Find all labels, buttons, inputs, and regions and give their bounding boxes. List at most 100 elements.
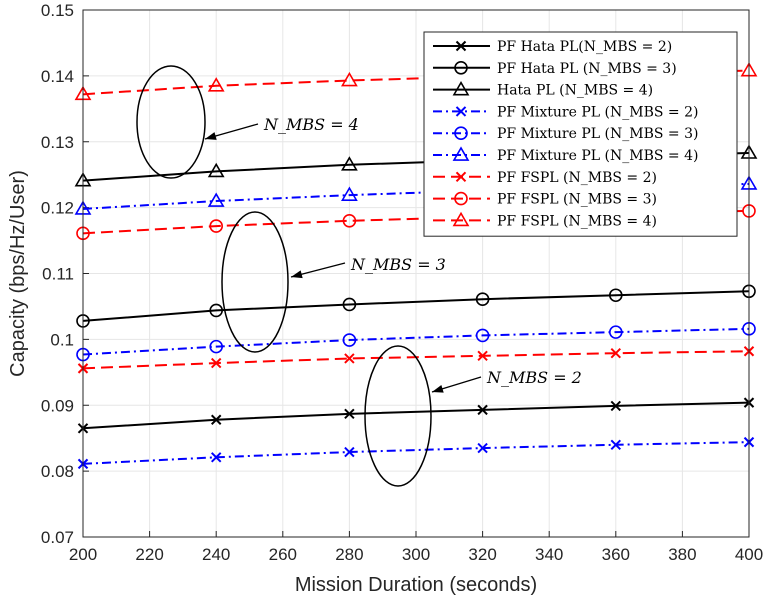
y-tick-label: 0.14 (41, 67, 74, 86)
x-tick-labels: 200 220 240 260 280 300 320 340 360 380 400 (69, 545, 763, 564)
data-point-s1-4 (477, 404, 488, 416)
data-point-s1-5 (610, 400, 622, 412)
data-point-s4-4 (477, 442, 488, 454)
annotation-1: N_MBS = 4 (136, 65, 359, 179)
y-tick-label: 0.09 (41, 396, 74, 415)
annotation-ellipse (221, 211, 289, 353)
data-point-s5-5 (608, 325, 623, 339)
data-point-s6-3 (341, 186, 358, 201)
legend-label: PF Mixture PL (N_MBS = 2) (497, 104, 698, 120)
y-tick-label: 0.15 (41, 1, 74, 20)
legend-marker (452, 81, 470, 96)
legend-entry-7: PF FSPL (N_MBS = 2) (433, 170, 657, 186)
y-tick-label: 0.07 (41, 528, 74, 547)
legend-label: PF Hata PL (N_MBS = 3) (497, 61, 677, 77)
legend-label: PF Hata PL(N_MBS = 2) (497, 39, 672, 55)
annotation-label: N_MBS = 3 (350, 255, 446, 274)
legend-label: PF Mixture PL (N_MBS = 3) (497, 126, 698, 142)
legend-marker (455, 171, 467, 183)
series-line-2 (82, 290, 750, 322)
x-tick-label: 300 (402, 545, 430, 564)
data-point-s4-5 (610, 439, 622, 450)
y-tick-label: 0.11 (42, 265, 74, 284)
data-point-s9-3 (341, 71, 358, 87)
x-tick-label: 400 (735, 545, 763, 564)
x-tick-label: 280 (335, 545, 363, 564)
annotation-label: N_MBS = 4 (263, 115, 359, 134)
y-tick-labels: 0.07 0.08 0.09 0.1 0.11 0.12 0.13 0.14 0.15 (41, 1, 74, 547)
data-point-s2-3 (342, 297, 357, 312)
x-tick-label: 200 (69, 545, 97, 564)
legend: PF Hata PL(N_MBS = 2) PF Hata PL (N_MBS =… (423, 31, 738, 237)
data-point-s7-5 (610, 348, 622, 359)
series-line-4 (82, 441, 750, 465)
annotation-label: N_MBS = 2 (486, 368, 582, 387)
data-point-s4-3 (344, 446, 355, 458)
y-tick-label: 0.13 (41, 133, 74, 152)
x-tick-label: 320 (468, 545, 496, 564)
legend-label: PF Mixture PL (N_MBS = 4) (497, 148, 698, 164)
annotations: N_MBS = 4 N_MBS = 3 N_MBS = 2 (136, 65, 582, 487)
arrow-head (205, 132, 217, 140)
legend-entry-3: Hata PL (N_MBS = 4) (433, 81, 653, 99)
data-point-s5-3 (342, 333, 357, 347)
y-axis-label: Capacity (bps/Hz/User) (7, 170, 29, 377)
data-point-s5-4 (475, 328, 490, 343)
annotation-ellipse (136, 65, 206, 179)
data-point-s1-3 (344, 408, 355, 420)
arrow-head (432, 384, 444, 393)
data-point-s4-2 (210, 452, 222, 463)
y-tick-label: 0.12 (41, 199, 74, 218)
x-tick-label: 220 (135, 545, 163, 564)
annotation-ellipse (364, 345, 432, 487)
legend-entry-9: PF FSPL (N_MBS = 4) (433, 211, 657, 229)
data-point-s9-2 (207, 77, 225, 92)
legend-marker (452, 211, 470, 227)
legend-label: PF FSPL (N_MBS = 4) (497, 213, 657, 229)
series-line-9 (82, 69, 750, 96)
x-tick-label: 360 (602, 545, 630, 564)
data-point-s6-2 (207, 192, 225, 207)
x-tick-label: 260 (269, 545, 297, 564)
x-tick-label: 240 (202, 545, 230, 564)
plot-box (82, 9, 750, 538)
y-tick-label: 0.1 (50, 330, 74, 349)
y-tick-label: 0.08 (41, 462, 74, 481)
legend-label: Hata PL (N_MBS = 4) (497, 83, 653, 99)
legend-entry-4: PF Mixture PL (N_MBS = 2) (433, 104, 698, 120)
annotation-3: N_MBS = 2 (364, 345, 582, 487)
legend-entry-2: PF Hata PL (N_MBS = 3) (433, 61, 677, 77)
data-point-s2-5 (608, 288, 623, 303)
x-axis-label: Mission Duration (seconds) (295, 574, 537, 596)
legend-marker (455, 106, 467, 117)
data-point-s2-4 (475, 292, 490, 306)
legend-marker (454, 191, 468, 206)
legend-marker (455, 40, 467, 52)
legend-marker (454, 61, 468, 75)
data-point-s7-2 (210, 357, 222, 369)
legend-entry-5: PF Mixture PL (N_MBS = 3) (433, 126, 698, 142)
data-point-s3-3 (341, 156, 358, 171)
annotation-2: N_MBS = 3 (221, 211, 446, 353)
series-line-5 (82, 327, 750, 356)
series-line-8 (82, 209, 750, 235)
legend-entry-6: PF Mixture PL (N_MBS = 4) (433, 146, 698, 164)
legend-label: PF FSPL (N_MBS = 2) (497, 170, 657, 186)
legend-marker (454, 126, 468, 140)
x-tick-label: 340 (535, 545, 563, 564)
data-point-s2-2 (209, 303, 223, 318)
data-point-s1-2 (210, 414, 222, 425)
x-tick-label: 380 (668, 545, 696, 564)
data-point-s8-3 (342, 214, 357, 228)
legend-label: PF FSPL (N_MBS = 3) (497, 192, 657, 208)
data-point-s8-2 (209, 219, 223, 233)
legend-marker (452, 146, 470, 161)
data-point-s3-2 (207, 162, 225, 178)
data-point-s7-4 (477, 350, 488, 362)
legend-entry-1: PF Hata PL(N_MBS = 2) (433, 39, 672, 55)
series-line-1 (82, 401, 750, 430)
data-point-s5-2 (209, 339, 223, 354)
arrow-head (291, 270, 303, 279)
legend-entry-8: PF FSPL (N_MBS = 3) (433, 192, 657, 208)
